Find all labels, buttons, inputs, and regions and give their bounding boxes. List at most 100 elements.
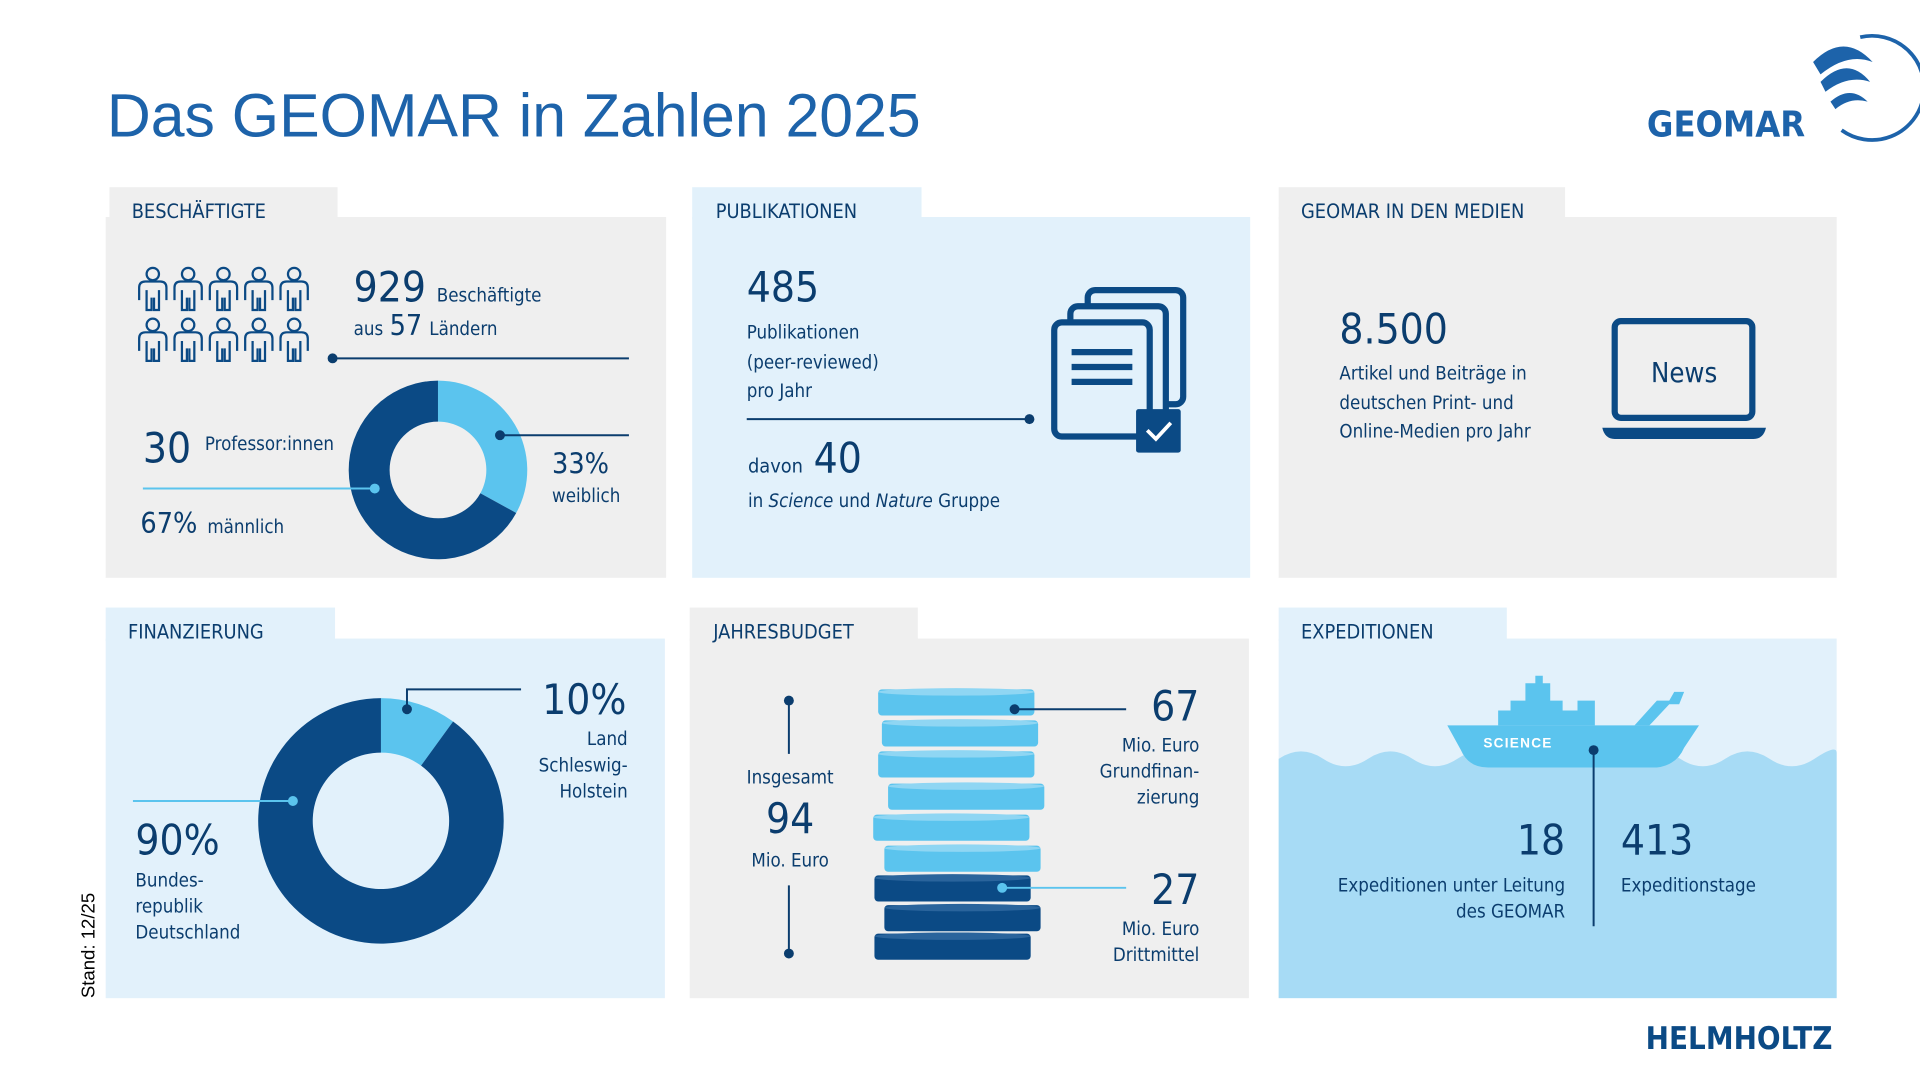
tab xyxy=(1278,607,1507,642)
connector-dot xyxy=(287,796,298,806)
countries-label: Ländern xyxy=(429,319,497,340)
coin xyxy=(884,845,1041,872)
bracket-dot xyxy=(783,948,794,959)
stand: Stand: 12/25 xyxy=(78,893,99,998)
federal-share: 90% xyxy=(135,815,219,864)
tab xyxy=(692,187,922,220)
logo-text: GEOMAR xyxy=(1647,104,1805,145)
coin xyxy=(881,720,1039,747)
media-line: Artikel und Beiträge in xyxy=(1339,363,1526,384)
expedition-line: des GEOMAR xyxy=(1456,902,1565,923)
checkbox xyxy=(1136,409,1181,453)
person-body xyxy=(208,331,239,362)
total: 94 xyxy=(766,794,814,843)
coin-top xyxy=(878,750,1035,758)
coin xyxy=(874,933,1031,960)
laptop-base xyxy=(1602,427,1766,439)
total-label: Insgesamt xyxy=(747,768,834,789)
donut-segment xyxy=(437,380,528,513)
person-body xyxy=(244,280,274,312)
person-head xyxy=(145,266,161,282)
person-head xyxy=(180,317,196,333)
federal-line: Bundes- xyxy=(135,871,203,892)
panel xyxy=(1278,216,1837,578)
coin-top xyxy=(884,903,1041,912)
title: Das GEOMAR in Zahlen 2025 xyxy=(107,81,921,149)
laptop-screen xyxy=(1611,318,1756,421)
person-head xyxy=(216,266,231,282)
donut-segment xyxy=(380,698,454,766)
female-label: weiblich xyxy=(552,486,620,507)
person-head xyxy=(145,317,161,333)
note-part: Science xyxy=(769,491,834,512)
publication-line: pro Jahr xyxy=(747,381,812,402)
countries-prefix: aus xyxy=(354,319,384,340)
coin-top xyxy=(874,932,1031,940)
third-party: 27 xyxy=(1151,865,1199,914)
checkmark xyxy=(1145,421,1173,442)
person-body xyxy=(138,331,168,362)
core-line: Grundfinan- xyxy=(1100,761,1200,782)
top-count: 40 xyxy=(814,433,862,482)
coin xyxy=(884,905,1041,932)
coin xyxy=(878,689,1035,716)
person-body xyxy=(208,280,239,312)
ship-superstructure xyxy=(1498,675,1685,726)
employees: 929 xyxy=(354,262,426,311)
state-line: Holstein xyxy=(559,781,627,802)
third-line: Drittmittel xyxy=(1113,945,1199,966)
connector-dot xyxy=(997,882,1008,893)
connector-dot xyxy=(327,353,338,364)
person-body xyxy=(279,280,309,312)
coin xyxy=(873,814,1030,841)
people-icons xyxy=(138,266,309,362)
female-share: 33% xyxy=(552,448,609,481)
laptop-icon: News xyxy=(1602,318,1766,439)
donut-segment xyxy=(258,698,504,944)
laptop-label: News xyxy=(1651,358,1717,389)
coin xyxy=(888,783,1045,810)
person-body xyxy=(173,280,203,312)
panel-heading: BESCHÄFTIGTE xyxy=(132,200,266,223)
bracket-dot xyxy=(783,695,794,706)
tab xyxy=(105,607,336,642)
coin-top xyxy=(881,719,1039,727)
logo-arc xyxy=(1840,33,1920,142)
top-prefix: davon xyxy=(748,454,803,477)
note-part: und xyxy=(839,491,871,512)
professors: 30 xyxy=(143,424,191,473)
person-body xyxy=(244,331,274,362)
expedition-line: Expeditionen unter Leitung xyxy=(1338,876,1565,897)
connector-dot xyxy=(369,483,380,494)
person-head xyxy=(286,317,302,333)
state-line: Land xyxy=(587,729,628,750)
federal-line: republik xyxy=(135,897,203,918)
person-body xyxy=(173,331,203,362)
person-head xyxy=(251,317,267,333)
male-share: 67% xyxy=(140,507,197,540)
coin-top xyxy=(888,782,1045,790)
coin-top xyxy=(873,813,1030,821)
core-line: zierung xyxy=(1137,787,1199,808)
panel-heading: PUBLIKATIONEN xyxy=(716,200,857,223)
top-note: in Science und Nature Gruppe xyxy=(748,491,1000,512)
panel-heading: EXPEDITIONEN xyxy=(1301,621,1434,644)
person-head xyxy=(286,266,302,282)
doc-lines xyxy=(1071,349,1133,386)
state-line: Schleswig- xyxy=(539,755,628,776)
water xyxy=(1278,749,1837,999)
expedition-count: 18 xyxy=(1517,815,1565,864)
media-count: 8.500 xyxy=(1339,304,1448,353)
media-line: Online-Medien pro Jahr xyxy=(1339,422,1530,443)
documents-icon xyxy=(1051,287,1187,453)
person-body xyxy=(138,280,168,312)
coin xyxy=(874,875,1031,902)
logo: GEOMAR xyxy=(1647,33,1920,145)
coin-top xyxy=(874,874,1031,882)
note-part: in xyxy=(748,491,763,512)
countries: 57 xyxy=(390,309,423,342)
publication-line: Publikationen xyxy=(747,323,860,344)
